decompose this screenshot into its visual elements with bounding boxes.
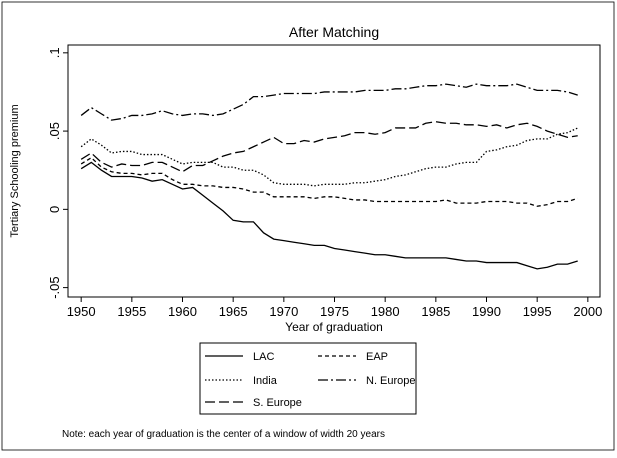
y-tick-label: .1: [47, 47, 62, 58]
x-tick-label: 1975: [320, 304, 349, 319]
x-tick-label: 1990: [472, 304, 501, 319]
series-line: [80, 121, 578, 173]
y-tick-label: .05: [47, 122, 62, 140]
plot-frame: [67, 44, 601, 298]
x-tick-label: 1955: [117, 304, 146, 319]
y-tick-label: 0: [47, 206, 62, 213]
x-tick-label: 1965: [219, 304, 248, 319]
legend-label: LAC: [253, 351, 274, 363]
series-line: [80, 83, 578, 121]
y-axis-label: Tertiary Schooling premium: [9, 104, 21, 237]
series-line: [80, 156, 578, 207]
x-tick-label: 1970: [269, 304, 298, 319]
x-axis-label: Year of graduation: [285, 320, 383, 334]
y-tick-label: -.05: [47, 276, 62, 298]
x-tick-label: 1985: [421, 304, 450, 319]
x-tick-label: 1995: [523, 304, 552, 319]
x-tick-label: 2000: [573, 304, 602, 319]
x-tick-label: 1960: [168, 304, 197, 319]
legend-label: India: [253, 375, 278, 387]
legend-label: EAP: [366, 351, 388, 363]
legend-label: N. Europe: [366, 375, 416, 387]
x-tick-label: 1980: [371, 304, 400, 319]
series-line: [80, 127, 578, 187]
legend-label: S. Europe: [253, 397, 302, 409]
chart-title: After Matching: [289, 24, 379, 40]
x-tick-label: 1950: [67, 304, 96, 319]
note: Note: each year of graduation is the cen…: [62, 429, 385, 440]
series-line: [80, 161, 578, 270]
